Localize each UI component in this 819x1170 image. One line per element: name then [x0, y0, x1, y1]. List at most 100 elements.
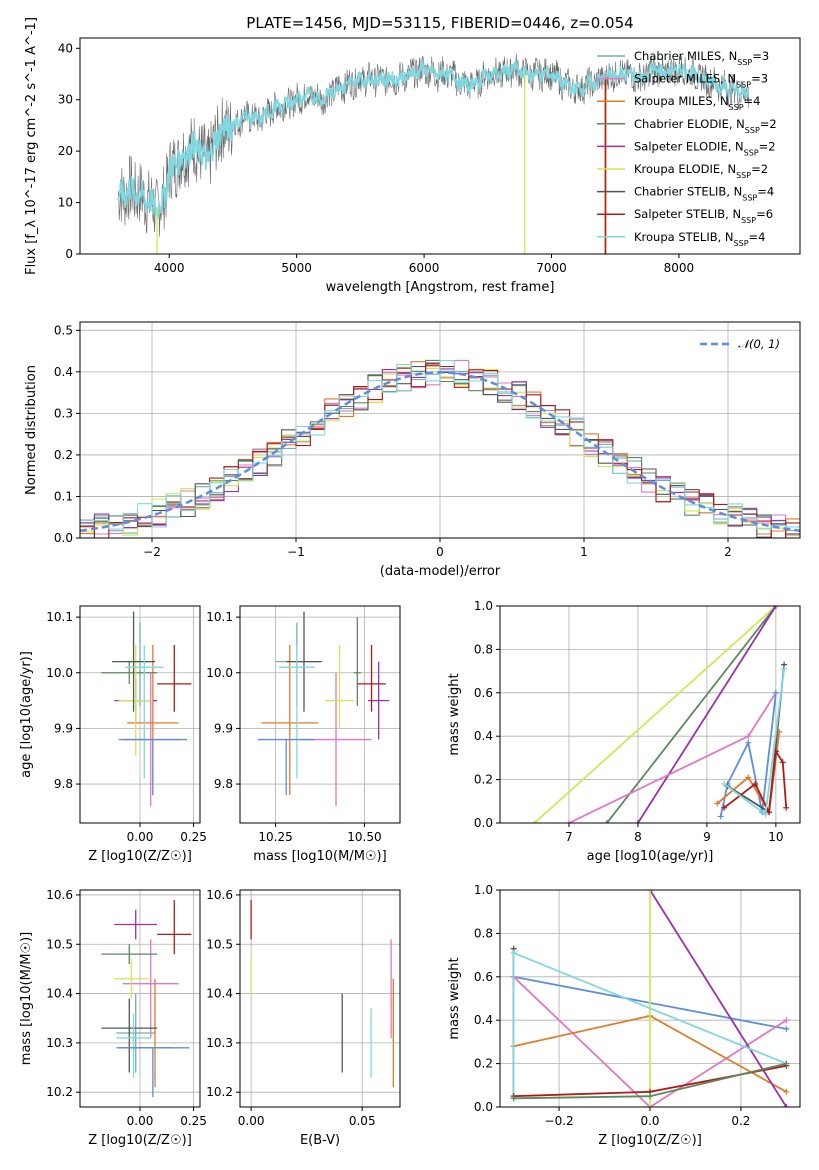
spectrum-xtick-label: 4000 — [154, 261, 185, 275]
spectrum-plot-area — [117, 53, 750, 254]
mass_weight_vs_Z-series-salpeter-elodie — [649, 890, 788, 1107]
mass_weight_vs_age-ylabel: mass weight — [447, 673, 462, 755]
age_vs_mass-panel: 10.25 10.50 9.8 9.9 10.0 10.1 mass [log10(M/M☉… — [206, 605, 401, 864]
mass_weight_vs_Z-ytick-label: 1.0 — [474, 883, 493, 897]
mass_weight_vs_Z-ytick-label: 0.0 — [474, 1100, 493, 1114]
age_vs_mass-ytick-label: 10.1 — [206, 610, 233, 624]
mass_weight_vs_Z-plot-area — [510, 890, 790, 1107]
residuals-histogram-kroupa-stelib — [80, 359, 800, 530]
mass_vs_EBV-frame — [239, 889, 401, 1108]
spectrum-ytick-label: 0 — [65, 247, 73, 261]
mass_weight_vs_age-series-salpeter-miles — [568, 692, 777, 823]
mass_weight_vs_age-point-marker — [772, 606, 779, 609]
spectrum-xtick-label: 7000 — [536, 261, 567, 275]
mass_weight_vs_age-ytick-label: 0.2 — [474, 773, 493, 787]
age_vs_Z-ytick-label: 10.0 — [46, 666, 73, 680]
residuals-gaussian-curve — [80, 371, 800, 532]
mass_weight_vs_age-point-marker — [603, 820, 610, 823]
mass_vs_Z-ytick-label: 10.2 — [46, 1085, 73, 1099]
residuals-legend-label: 𝒩(0, 1) — [738, 337, 780, 351]
age_vs_mass-plot-area — [257, 611, 390, 807]
mass_weight_vs_age-point-marker — [745, 774, 752, 781]
mass_weight_vs_age-series-salpeter-stelib — [723, 748, 788, 816]
spectrum-legend-subscript: SSP — [736, 171, 751, 180]
mass_weight_vs_age-point-marker — [565, 820, 572, 823]
spectrum-legend-subscript: SSP — [744, 148, 759, 157]
mass_vs_EBV-ytick-label: 10.6 — [206, 888, 233, 902]
residuals-xtick-label: 0 — [436, 545, 444, 559]
mass_weight_vs_age-point-marker — [772, 689, 779, 696]
spectrum-legend-label: Salpeter STELIB, NSSP=6 — [634, 207, 773, 225]
mass_weight_vs_age-point-marker — [752, 780, 759, 787]
mass_vs_Z-ytick-label: 10.3 — [46, 1036, 73, 1050]
spectrum-ylabel: Flux [f_λ 10^-17 erg cm^-2 s^-1 A^-1] — [24, 17, 39, 275]
spectrum-ytick-label: 20 — [58, 144, 73, 158]
mass_weight_vs_age-point-marker — [721, 780, 728, 787]
spectrum-legend-subscript: SSP — [741, 216, 756, 225]
spectrum-legend: Chabrier MILES, NSSP=3 Salpeter MILES, NS… — [597, 49, 777, 247]
spectrum-legend-subscript: SSP — [745, 125, 760, 134]
age_vs_Z-xlabel: Z [log10(Z/Z☉)] — [88, 849, 192, 864]
mass_weight_vs_age-panel: 7 8 9 10 0.0 0.2 0.4 0.6 0.8 1.0 age [log10(age/yr… — [447, 599, 801, 864]
mass_vs_Z-xtick-label: 0.00 — [127, 1114, 154, 1128]
residuals-xtick-label: 2 — [724, 545, 732, 559]
mass_vs_Z-ylabel: mass [log10(M/M☉)] — [19, 932, 34, 1065]
mass_weight_vs_Z-ytick-label: 0.4 — [474, 1013, 493, 1027]
spectrum-xtick-label: 6000 — [409, 261, 440, 275]
spectrum-legend-label: Kroupa STELIB, NSSP=4 — [634, 230, 765, 248]
residuals-xtick-label: 1 — [580, 545, 588, 559]
spectrum-legend-label: Kroupa ELODIE, NSSP=2 — [634, 162, 768, 180]
mass_weight_vs_Z-ytick-label: 0.6 — [474, 970, 493, 984]
age_vs_Z-ytick-label: 9.8 — [54, 777, 73, 791]
age_vs_mass-ytick-label: 10.0 — [206, 666, 233, 680]
figure-title: PLATE=1456, MJD=53115, FIBERID=0446, z=0… — [246, 14, 633, 32]
spectrum-legend-nssp: =2 — [760, 117, 777, 131]
mass_weight_vs_age-point-marker — [714, 800, 721, 807]
spectrum-legend-nssp: =3 — [752, 49, 769, 63]
age_vs_mass-xtick-label: 10.50 — [347, 830, 381, 844]
spectrum-legend-subscript: SSP — [736, 80, 751, 89]
mass_vs_EBV-ytick-label: 10.5 — [206, 937, 233, 951]
mass_vs_EBV-ytick-label: 10.4 — [206, 987, 233, 1001]
mass_weight_vs_age-xtick-label: 8 — [634, 830, 642, 844]
spectrum-legend-nssp: =2 — [751, 162, 768, 176]
mass_weight_vs_age-point-marker — [721, 804, 728, 811]
mass_vs_Z-ytick-label: 10.4 — [46, 987, 73, 1001]
residuals-ylabel: Normed distribution — [24, 365, 39, 495]
mass_weight_vs_Z-xlabel: Z [log10(Z/Z☉)] — [598, 1133, 702, 1148]
spectrum-ytick-label: 10 — [58, 196, 73, 210]
mass_vs_EBV-xtick-label: 0.00 — [238, 1114, 265, 1128]
mass_weight_vs_Z-xtick-label: 0.0 — [640, 1114, 659, 1128]
mass_weight_vs_age-series-salpeter-elodie — [637, 606, 777, 823]
mass_weight_vs_age-ytick-label: 1.0 — [474, 599, 493, 613]
mass_vs_EBV-plot-area — [250, 899, 394, 1088]
spectrum-xtick-label: 8000 — [664, 261, 695, 275]
mass_weight_vs_age-point-marker — [762, 811, 769, 818]
mass_weight_vs_age-ytick-label: 0.8 — [474, 642, 493, 656]
age_vs_Z-xtick-label: 0.00 — [127, 830, 154, 844]
mass_weight_vs_Z-panel: −0.2 0.0 0.2 0.0 0.2 0.4 0.6 0.8 1.0 Z [log10(Z/Z… — [447, 883, 801, 1148]
mass_vs_Z-plot-area — [101, 899, 192, 1098]
spectrum-legend-nssp: =4 — [749, 230, 766, 244]
mass_weight_vs_Z-point-marker — [783, 1060, 790, 1067]
mass_weight_vs_Z-point-marker — [647, 1093, 653, 1100]
spectrum-legend-nssp: =2 — [759, 139, 776, 153]
age_vs_mass-ytick-label: 9.8 — [214, 777, 233, 791]
mass_weight_vs_age-plot-area — [531, 606, 790, 823]
mass_weight_vs_age-ytick-label: 0.4 — [474, 729, 493, 743]
mass_weight_vs_Z-xtick-label: 0.2 — [731, 1114, 750, 1128]
mass_weight_vs_age-series-kroupa-stelib — [723, 668, 785, 816]
mass_vs_EBV-ytick-label: 10.3 — [206, 1036, 233, 1050]
mass_weight_vs_Z-ylabel: mass weight — [447, 957, 462, 1039]
mass_vs_EBV-xtick-label: 0.05 — [349, 1114, 376, 1128]
spectrum-legend-subscript: SSP — [737, 58, 752, 67]
mass_weight_vs_Z-ytick-label: 0.2 — [474, 1057, 493, 1071]
age_vs_mass-frame — [239, 605, 401, 824]
spectrum-xlabel: wavelength [Angstrom, rest frame] — [326, 280, 555, 295]
spectrum-legend-subscript: SSP — [729, 103, 744, 112]
mass_weight_vs_Z-point-marker — [510, 1095, 517, 1102]
mass_weight_vs_age-point-marker — [531, 820, 538, 823]
spectrum-legend-label: Kroupa MILES, NSSP=4 — [634, 94, 760, 112]
mass_vs_EBV-panel: 0.00 0.05 10.2 10.3 10.4 10.5 10.6 E(B-V) — [206, 888, 401, 1148]
